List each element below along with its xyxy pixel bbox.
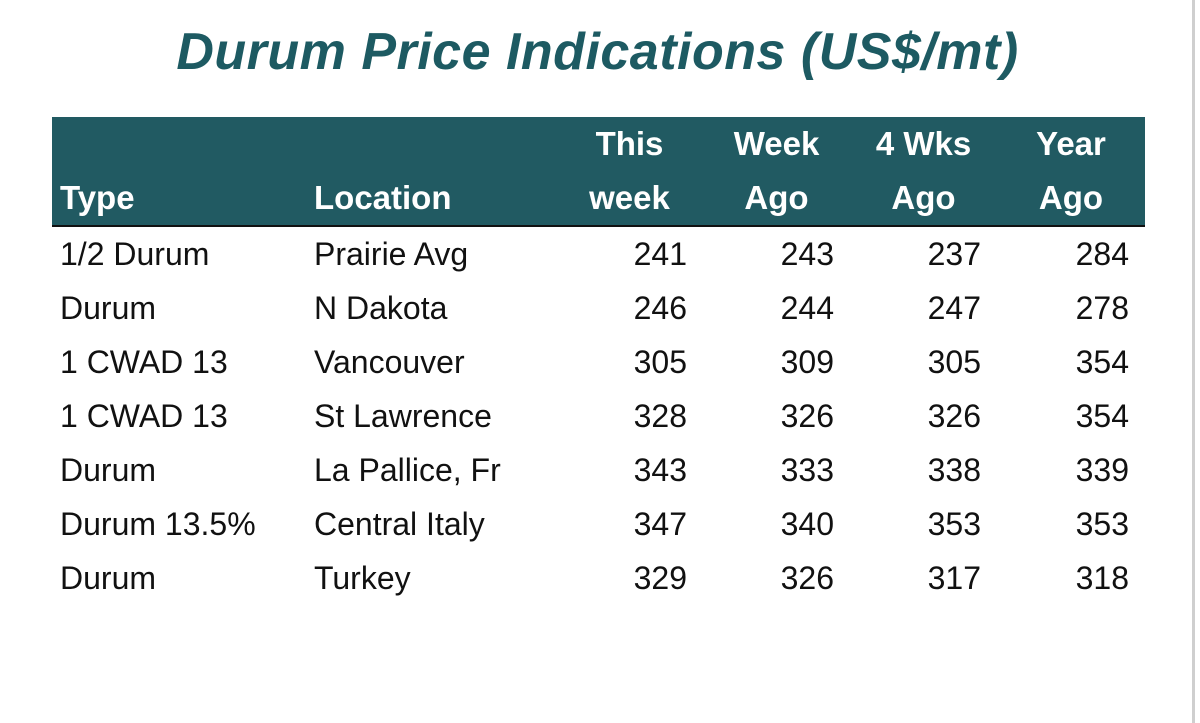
4wks-ago-cell: 338 (927, 451, 981, 488)
year-ago-cell: 318 (1075, 559, 1129, 596)
week-ago-cell: 243 (780, 235, 834, 272)
location-cell: St Lawrence (314, 397, 492, 434)
year-ago-cell: 339 (1075, 451, 1129, 488)
week-ago-cell: 326 (780, 397, 834, 434)
type-cell: Durum (60, 289, 157, 326)
year-ago-cell: 353 (1075, 505, 1129, 542)
location-cell: La Pallice, Fr (314, 451, 501, 488)
location-cell: Turkey (314, 559, 411, 596)
4wks-ago-cell: 326 (927, 397, 981, 434)
table-row: Durum 13.5% Central Italy 347 340 353 353 (52, 497, 1145, 551)
week-ago-cell: 326 (780, 559, 834, 596)
header-this-week: This week (556, 117, 703, 227)
4wks-ago-cell: 305 (927, 343, 981, 380)
this-week-cell: 246 (633, 289, 687, 326)
4wks-ago-cell: 237 (927, 235, 981, 272)
table-row: 1 CWAD 13 Vancouver 305 309 305 354 (52, 335, 1145, 389)
week-ago-cell: 244 (780, 289, 834, 326)
header-row: Type Location This week Week Ago 4 Wks A… (52, 117, 1145, 227)
this-week-cell: 329 (633, 559, 687, 596)
table-row: 1/2 Durum Prairie Avg 241 243 237 284 (52, 226, 1145, 281)
header-location: Location (306, 117, 556, 227)
type-cell: 1/2 Durum (60, 235, 210, 272)
this-week-cell: 305 (633, 343, 687, 380)
location-cell: Vancouver (314, 343, 465, 380)
header-week-ago: Week Ago (703, 117, 850, 227)
this-week-cell: 241 (633, 235, 687, 272)
type-cell: Durum 13.5% (60, 505, 256, 542)
this-week-cell: 347 (633, 505, 687, 542)
4wks-ago-cell: 247 (927, 289, 981, 326)
year-ago-cell: 354 (1075, 343, 1129, 380)
week-ago-cell: 333 (780, 451, 834, 488)
table-row: Durum N Dakota 246 244 247 278 (52, 281, 1145, 335)
4wks-ago-cell: 317 (927, 559, 981, 596)
header-year-ago: Year Ago (997, 117, 1145, 227)
week-ago-cell: 340 (780, 505, 834, 542)
table-row: Durum La Pallice, Fr 343 333 338 339 (52, 443, 1145, 497)
table-body: 1/2 Durum Prairie Avg 241 243 237 284 Durum N D… (52, 226, 1145, 605)
table-title: Durum Price Indications (US$/mt) (176, 23, 1019, 81)
type-cell: Durum (60, 559, 157, 596)
header-type: Type (52, 117, 306, 227)
price-table: Type Location This week Week Ago 4 Wks A… (52, 117, 1145, 605)
type-cell: 1 CWAD 13 (60, 397, 228, 434)
year-ago-cell: 278 (1075, 289, 1129, 326)
year-ago-cell: 354 (1075, 397, 1129, 434)
this-week-cell: 343 (633, 451, 687, 488)
table-row: 1 CWAD 13 St Lawrence 328 326 326 354 (52, 389, 1145, 443)
type-cell: Durum (60, 451, 157, 488)
header-4wks-ago: 4 Wks Ago (850, 117, 997, 227)
location-cell: N Dakota (314, 289, 448, 326)
type-cell: 1 CWAD 13 (60, 343, 228, 380)
location-cell: Central Italy (314, 505, 485, 542)
this-week-cell: 328 (633, 397, 687, 434)
week-ago-cell: 309 (780, 343, 834, 380)
4wks-ago-cell: 353 (927, 505, 981, 542)
location-cell: Prairie Avg (314, 235, 469, 272)
year-ago-cell: 284 (1075, 235, 1129, 272)
table-row: Durum Turkey 329 326 317 318 (52, 551, 1145, 605)
